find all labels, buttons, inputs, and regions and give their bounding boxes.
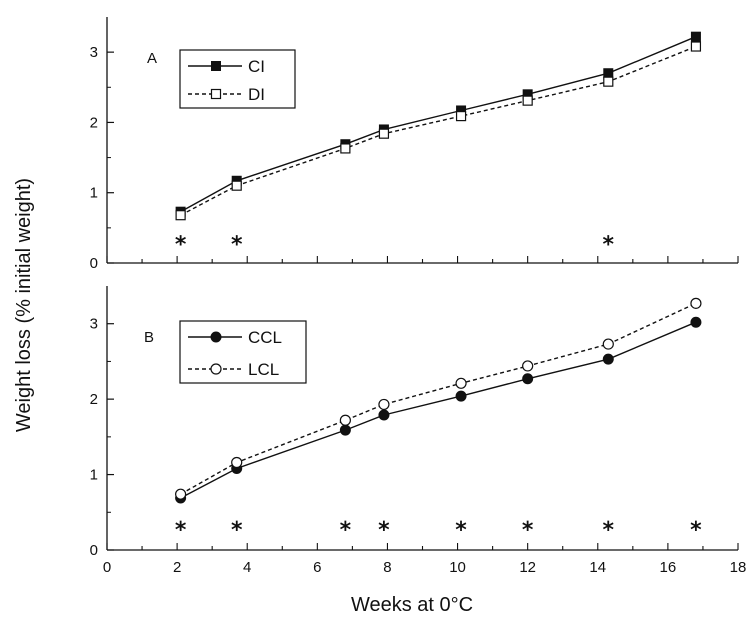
data-point-ccl (339, 424, 351, 436)
y-tick-label: 1 (90, 185, 98, 202)
data-point-ccl (690, 316, 702, 328)
y-axis-title: Weight loss (% initial weight) (13, 178, 35, 432)
x-axis-title: Weeks at 0°C (351, 594, 473, 616)
legend-marker-lcl (210, 363, 222, 375)
significance-star: * (455, 518, 467, 543)
legend-marker-ci (211, 61, 221, 71)
panel-a: 0 1 2 3 A * * * CI DI (90, 17, 739, 272)
y-tick-label: 0 (90, 542, 98, 559)
significance-star: * (175, 232, 187, 257)
data-point-lcl (175, 488, 187, 500)
data-point-di (175, 210, 186, 221)
significance-star: * (690, 518, 702, 543)
series-line-ccl (180, 321, 697, 499)
x-tick-label: 18 (730, 559, 747, 576)
series-line-ci (180, 36, 697, 213)
significance-star: * (231, 518, 243, 543)
data-point-di (378, 128, 390, 139)
x-tick-label: 10 (449, 559, 466, 576)
significance-star: * (340, 518, 352, 543)
significance-star: * (603, 232, 615, 257)
significance-star: * (522, 518, 534, 543)
data-point-lcl (378, 398, 390, 411)
x-tick-label: 4 (243, 559, 251, 576)
panel-label: A (147, 50, 157, 67)
data-point-lcl (455, 377, 467, 389)
y-tick-label: 3 (90, 44, 98, 61)
y-tick-label: 2 (90, 391, 98, 408)
x-tick-label: 12 (519, 559, 536, 576)
data-point-ccl (602, 353, 614, 365)
x-tick-label: 8 (383, 559, 391, 576)
data-point-ci (690, 31, 701, 42)
significance-star: * (378, 518, 390, 543)
series-line-di (180, 45, 697, 216)
x-tick-label: 16 (660, 559, 677, 576)
data-point-lcl (522, 360, 534, 372)
series-line-lcl (180, 302, 697, 495)
data-point-ci (603, 68, 614, 79)
data-point-lcl (602, 338, 614, 350)
y-tick-label: 1 (90, 467, 98, 484)
legend-box (179, 49, 296, 109)
legend-label-ccl: CCL (248, 328, 282, 347)
data-point-lcl (231, 456, 243, 469)
data-point-di (603, 76, 614, 87)
legend-marker-di (210, 88, 222, 100)
y-tick-label: 2 (90, 114, 98, 131)
panel-label: B (144, 329, 154, 346)
x-tick-label: 14 (589, 559, 606, 576)
data-point-ccl (378, 409, 390, 421)
y-tick-label: 3 (90, 316, 98, 333)
x-tick-label: 6 (313, 559, 321, 576)
data-point-lcl (690, 297, 702, 309)
legend-label-di: DI (248, 85, 265, 104)
legend-label-ci: CI (248, 57, 265, 76)
data-point-lcl (339, 414, 351, 426)
data-point-di (690, 41, 702, 52)
legend-label-lcl: LCL (248, 360, 279, 379)
data-point-ccl (455, 390, 467, 402)
significance-star: * (175, 518, 187, 543)
x-axis: 0 2 4 6 8 10 12 14 16 18 (103, 559, 747, 576)
x-tick-label: 2 (173, 559, 181, 576)
y-tick-label: 0 (90, 255, 98, 272)
x-tick-label: 0 (103, 559, 111, 576)
legend-marker-ccl (210, 331, 222, 343)
data-point-di (455, 111, 467, 122)
significance-star: * (603, 518, 615, 543)
data-point-di (522, 95, 533, 106)
legend: CI DI (179, 49, 296, 109)
data-point-ccl (522, 373, 534, 385)
legend: CCL LCL (179, 320, 307, 384)
legend-box (179, 320, 307, 384)
significance-star: * (231, 232, 243, 257)
data-point-di (231, 180, 242, 191)
panel-b: 0 1 2 3 B * * * * * * * * CCL LCL (90, 286, 739, 559)
data-point-di (340, 143, 351, 154)
